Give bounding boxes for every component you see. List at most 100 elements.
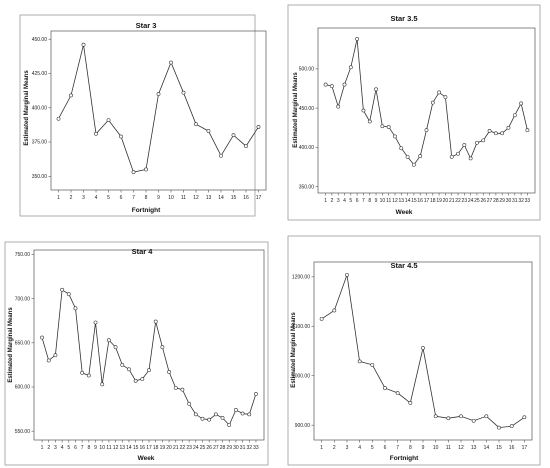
data-point: [173, 385, 178, 390]
x-tick-label: 28: [493, 198, 499, 204]
data-point: [131, 170, 136, 175]
data-point: [357, 359, 362, 364]
data-point: [247, 412, 252, 417]
data-point: [487, 129, 492, 133]
x-tick-label: 3: [82, 195, 85, 201]
data-point: [336, 104, 341, 109]
x-tick-label: 14: [405, 198, 411, 204]
data-point: [512, 113, 517, 118]
y-tick-label: 1100.00: [292, 324, 310, 330]
x-tick-label: 13: [398, 198, 404, 204]
data-point: [53, 353, 58, 358]
data-point: [60, 287, 65, 292]
data-point: [240, 411, 245, 416]
data-point: [119, 134, 123, 139]
x-tick-label: 6: [120, 195, 123, 201]
x-tick-label: 15: [231, 195, 237, 201]
x-tick-label: 12: [113, 445, 119, 451]
x-tick-label: 10: [99, 445, 105, 451]
data-point: [443, 95, 448, 100]
data-point: [348, 65, 353, 70]
data-point: [342, 82, 347, 87]
x-tick-label: 10: [433, 445, 439, 451]
x-tick-label: 2: [70, 195, 73, 201]
x-tick-label: 12: [392, 198, 398, 204]
x-tick-label: 12: [458, 445, 464, 451]
data-point: [86, 373, 91, 378]
x-tick-label: 11: [106, 445, 111, 451]
data-point: [206, 129, 211, 133]
data-point: [160, 345, 165, 350]
data-point: [411, 162, 416, 167]
data-point: [471, 418, 476, 423]
data-point: [383, 386, 387, 390]
data-point: [80, 370, 85, 375]
y-axis-label: Estimated Marginal Means: [24, 70, 30, 146]
x-tick-label: 9: [94, 445, 97, 451]
data-point: [506, 125, 511, 130]
data-point: [361, 108, 366, 113]
x-tick-label: 24: [193, 445, 199, 451]
y-tick-label: 450.00: [32, 37, 48, 43]
data-point: [81, 42, 86, 47]
x-tick-label: 28: [220, 445, 226, 451]
data-point: [430, 100, 435, 105]
x-tick-label: 26: [206, 445, 212, 451]
data-point: [153, 319, 158, 324]
x-tick-label: 4: [358, 445, 361, 451]
panel-frame: [287, 235, 541, 466]
x-tick-label: 32: [518, 198, 524, 204]
data-point: [519, 101, 523, 106]
x-tick-label: 6: [356, 198, 359, 204]
data-point: [332, 308, 337, 313]
data-point: [180, 387, 185, 392]
data-point: [156, 92, 161, 96]
x-tick-label: 1: [320, 445, 323, 451]
x-tick-label: 18: [153, 445, 159, 451]
x-tick-label: 1: [57, 195, 60, 201]
data-point: [433, 414, 438, 419]
x-tick-label: 16: [509, 445, 515, 451]
y-tick-label: 650.00: [15, 340, 31, 346]
data-point: [449, 154, 454, 159]
data-point: [193, 412, 198, 417]
x-tick-label: 22: [180, 445, 186, 451]
x-tick-label: 30: [233, 445, 239, 451]
data-point: [525, 128, 530, 133]
y-tick-label: 350.00: [299, 184, 315, 190]
x-tick-label: 27: [487, 198, 493, 204]
x-tick-label: 8: [368, 198, 371, 204]
data-point: [424, 128, 429, 133]
data-point: [46, 358, 51, 363]
x-tick-label: 11: [181, 195, 186, 201]
x-tick-label: 23: [186, 445, 192, 451]
y-tick-label: 1000.00: [292, 373, 310, 379]
x-tick-label: 10: [380, 198, 386, 204]
x-tick-label: 7: [396, 445, 399, 451]
data-point: [231, 133, 236, 138]
x-tick-label: 9: [157, 195, 160, 201]
data-point: [509, 424, 514, 429]
data-point: [497, 425, 501, 430]
data-point: [374, 87, 378, 92]
x-tick-label: 4: [95, 195, 98, 201]
x-tick-label: 3: [346, 445, 349, 451]
x-tick-label: 11: [446, 445, 451, 451]
x-tick-label: 5: [371, 445, 374, 451]
y-axis-label: Estimated Marginal Means: [8, 307, 14, 383]
y-tick-label: 700.00: [15, 296, 31, 302]
x-tick-label: 14: [218, 195, 224, 201]
data-point: [100, 382, 105, 387]
data-point: [194, 122, 198, 127]
data-point: [254, 392, 258, 396]
data-point: [421, 346, 425, 350]
data-point: [399, 146, 404, 151]
data-point: [219, 153, 223, 158]
x-tick-label: 23: [462, 198, 468, 204]
x-tick-label: 7: [132, 195, 135, 201]
x-tick-label: 21: [449, 198, 455, 204]
